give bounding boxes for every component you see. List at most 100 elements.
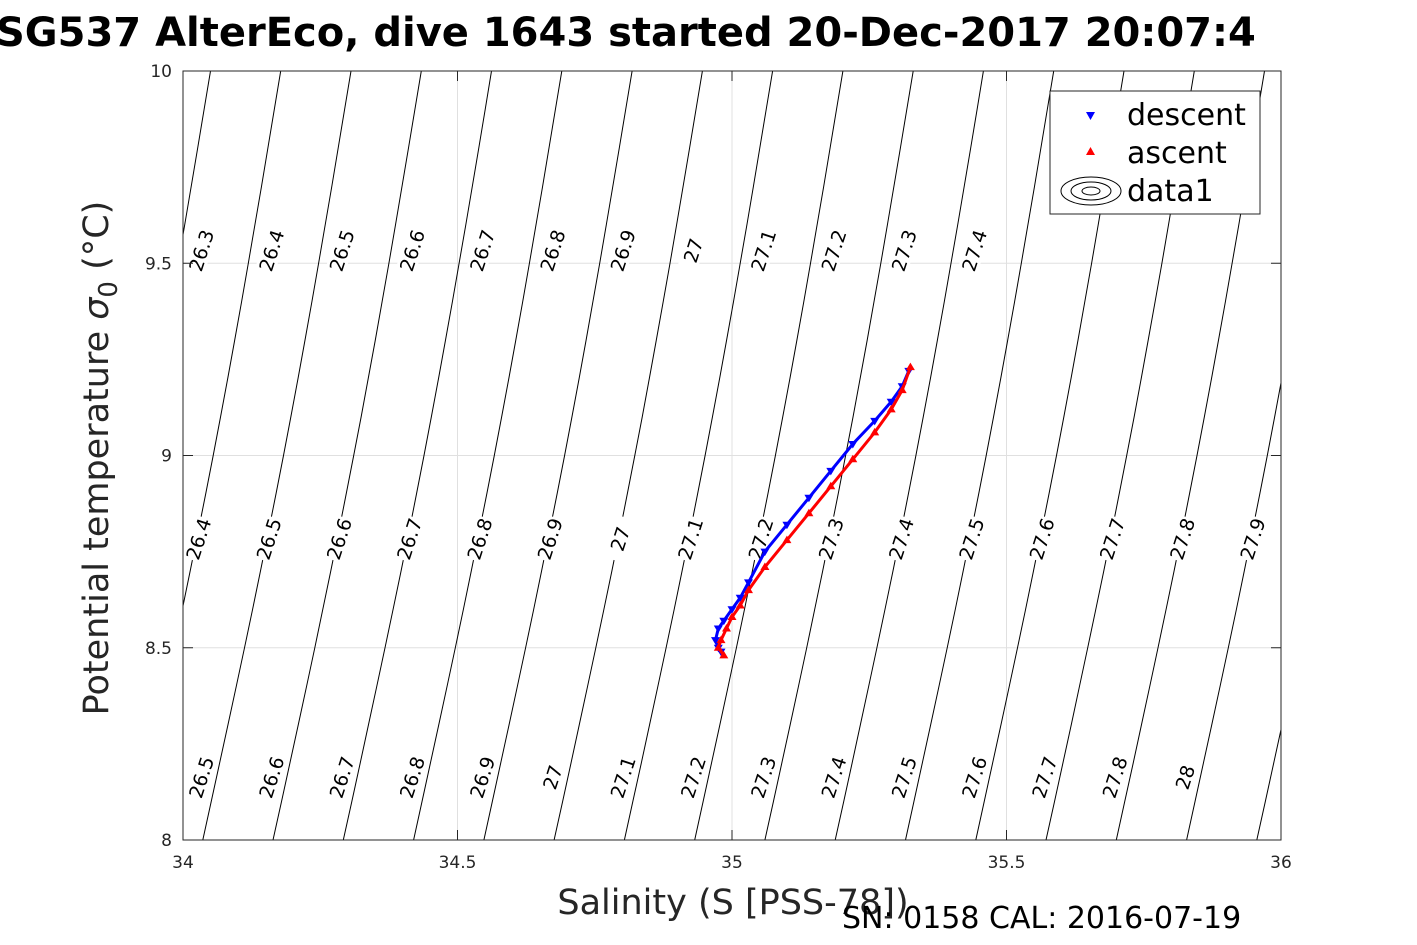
- isopycnal-line: [764, 71, 914, 840]
- contour-label-bg: [957, 753, 991, 802]
- y-axis-label: Potential temperature σ0 (°C): [77, 201, 124, 716]
- contour-label-bg: [955, 514, 988, 563]
- y-tick-label: 8.5: [145, 639, 172, 659]
- data-point-ascent: [905, 362, 915, 371]
- chart-title: SG537 AlterEco, dive 1643 started 20-Dec…: [0, 10, 1256, 56]
- contour-label-bg: [255, 226, 288, 275]
- contour-label-bg: [606, 226, 640, 275]
- contour-label-bg: [887, 753, 921, 802]
- data-point-ascent: [782, 535, 792, 544]
- contour-label-bg: [182, 514, 215, 563]
- isopycnal-line: [1186, 380, 1281, 840]
- data-point-descent: [886, 398, 896, 407]
- contour-label-bg: [673, 514, 707, 563]
- contour-label-bg: [744, 514, 777, 563]
- data-point-descent: [744, 579, 753, 587]
- isopycnal-line: [694, 71, 844, 840]
- data-point-ascent: [727, 612, 737, 620]
- contour-label-bg: [746, 226, 780, 275]
- legend-ascent-label: ascent: [1127, 136, 1227, 171]
- contour-label-bg: [1165, 514, 1199, 563]
- x-tick-label: 34: [172, 853, 194, 873]
- data-point-ascent: [760, 562, 770, 570]
- isopycnal-line: [834, 71, 984, 840]
- data-point-ascent: [870, 427, 880, 436]
- data-point-descent: [804, 494, 814, 503]
- data-point-descent: [727, 606, 737, 614]
- contour-label-bg: [746, 753, 780, 802]
- y-axis-label-main: Potential temperature: [77, 320, 117, 716]
- data-point-ascent: [744, 585, 753, 594]
- data-point-descent: [870, 417, 880, 426]
- data-point-ascent: [735, 601, 745, 609]
- data-point-ascent: [716, 635, 726, 644]
- data-point-ascent: [713, 643, 723, 651]
- data-point-descent: [713, 625, 723, 633]
- contour-label-bg: [325, 753, 359, 802]
- data-point-ascent: [719, 650, 729, 659]
- contour-label-bg: [325, 226, 359, 275]
- contour-label-bg: [392, 514, 426, 563]
- data-point-descent: [782, 521, 792, 530]
- legend-descent-marker: [1086, 112, 1095, 120]
- y-tick-label: 9: [161, 447, 172, 467]
- x-tick-label: 34.5: [439, 853, 477, 873]
- contour-label-bg: [1168, 753, 1202, 802]
- x-tick-label: 35.5: [988, 853, 1026, 873]
- data-point-descent: [711, 637, 720, 645]
- y-axis-label-unit: (°C): [77, 201, 117, 281]
- x-tick-label: 35: [721, 853, 743, 873]
- isopycnal-contours: 26.5 26.6 26.7 26.8 26.9 27 27.1 27.2 27.3 27.4 27…: [182, 71, 1281, 840]
- x-axis-label: Salinity (S [PSS-78]): [557, 883, 908, 923]
- contour-label-bg: [884, 514, 918, 563]
- isopycnal-line: [183, 71, 282, 609]
- contour-label-bg: [536, 753, 569, 802]
- isopycnal-line: [413, 71, 563, 840]
- legend-descent-label: descent: [1127, 98, 1246, 133]
- contour-label-bg: [676, 753, 710, 802]
- y-axis-label-sigma: σ: [77, 296, 117, 320]
- contour-label-bg: [395, 226, 429, 275]
- axis-ticks: 34 34.5 35 35.5 36 8 8.5 9 9.5 10: [145, 62, 1292, 873]
- contour-label-bg: [814, 514, 848, 563]
- contour-label-bg: [184, 753, 218, 802]
- data-series: [711, 362, 915, 659]
- contour-label-bg: [817, 226, 850, 275]
- y-axis-label-subscript: 0: [94, 281, 124, 298]
- contour-label-bg: [395, 753, 429, 802]
- contour-label-bg: [817, 753, 850, 802]
- y-tick-label: 10: [150, 62, 172, 82]
- contour-label-bg: [603, 514, 637, 563]
- isopycnal-line: [183, 71, 211, 238]
- y-tick-label: 9.5: [145, 254, 172, 274]
- contour-label-bg: [1028, 753, 1061, 802]
- contour-label-bg: [255, 753, 288, 802]
- contour-label-bg: [463, 514, 496, 563]
- legend-data1-label: data1: [1127, 174, 1214, 209]
- isopycnal-line: [905, 71, 1055, 840]
- contour-label-bg: [1095, 514, 1129, 563]
- contour-label-bg: [184, 226, 218, 275]
- data-point-descent: [719, 617, 729, 626]
- isopycnal-line: [272, 71, 422, 840]
- legend-ascent-marker: [1086, 147, 1095, 155]
- data-point-descent: [826, 467, 836, 476]
- contour-label-bg: [322, 514, 356, 563]
- data-point-ascent: [722, 624, 731, 632]
- contour-label-bg: [887, 226, 921, 275]
- contour-label-bg: [536, 226, 569, 275]
- data-point-ascent: [804, 508, 814, 517]
- data-point-descent: [735, 594, 745, 603]
- y-tick-label: 8: [161, 831, 172, 851]
- isopycnal-line: [553, 71, 703, 840]
- data-point-descent: [760, 548, 770, 557]
- data-point-ascent: [886, 404, 896, 413]
- contour-label-bg: [465, 753, 499, 802]
- series-line-ascent: [716, 366, 912, 657]
- isopycnal-line: [202, 71, 352, 840]
- legend: descent ascent data1: [1049, 90, 1261, 215]
- x-tick-label: 36: [1270, 853, 1292, 873]
- data-point-ascent: [826, 481, 836, 490]
- isopycnal-line: [342, 71, 492, 840]
